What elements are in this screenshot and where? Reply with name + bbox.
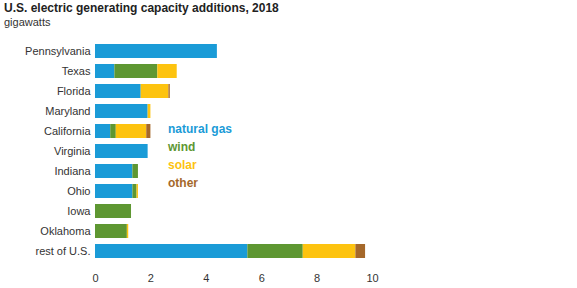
svg-text:rest of U.S.: rest of U.S. <box>35 245 90 257</box>
svg-text:8: 8 <box>314 272 320 284</box>
html-text:U.S. electric generating capac: U.S. electric generating capacity additi… <box>4 1 279 15</box>
svg-text:Virginia: Virginia <box>54 145 91 157</box>
html-text:gigawatts: gigawatts <box>4 16 51 28</box>
svg-text:4: 4 <box>203 272 209 284</box>
svg-text:Maryland: Maryland <box>45 105 90 117</box>
svg-text:Pennsylvania: Pennsylvania <box>25 45 91 57</box>
svg-text:Ohio: Ohio <box>67 185 90 197</box>
svg-text:Oklahoma: Oklahoma <box>40 225 91 237</box>
svg-text:10: 10 <box>366 272 378 284</box>
svg-text:California: California <box>44 125 91 137</box>
svg-text:Iowa: Iowa <box>67 205 91 217</box>
html-text:natural gas: natural gas <box>168 122 232 136</box>
html-text:wind: wind <box>168 140 196 154</box>
svg-text:0: 0 <box>92 272 98 284</box>
svg-text:Indiana: Indiana <box>54 165 91 177</box>
html-text:other: other <box>168 176 198 190</box>
svg-text:2: 2 <box>148 272 154 284</box>
html-text:solar: solar <box>168 158 197 172</box>
svg-text:Florida: Florida <box>57 85 92 97</box>
svg-text:Texas: Texas <box>62 65 91 77</box>
svg-text:6: 6 <box>259 272 265 284</box>
